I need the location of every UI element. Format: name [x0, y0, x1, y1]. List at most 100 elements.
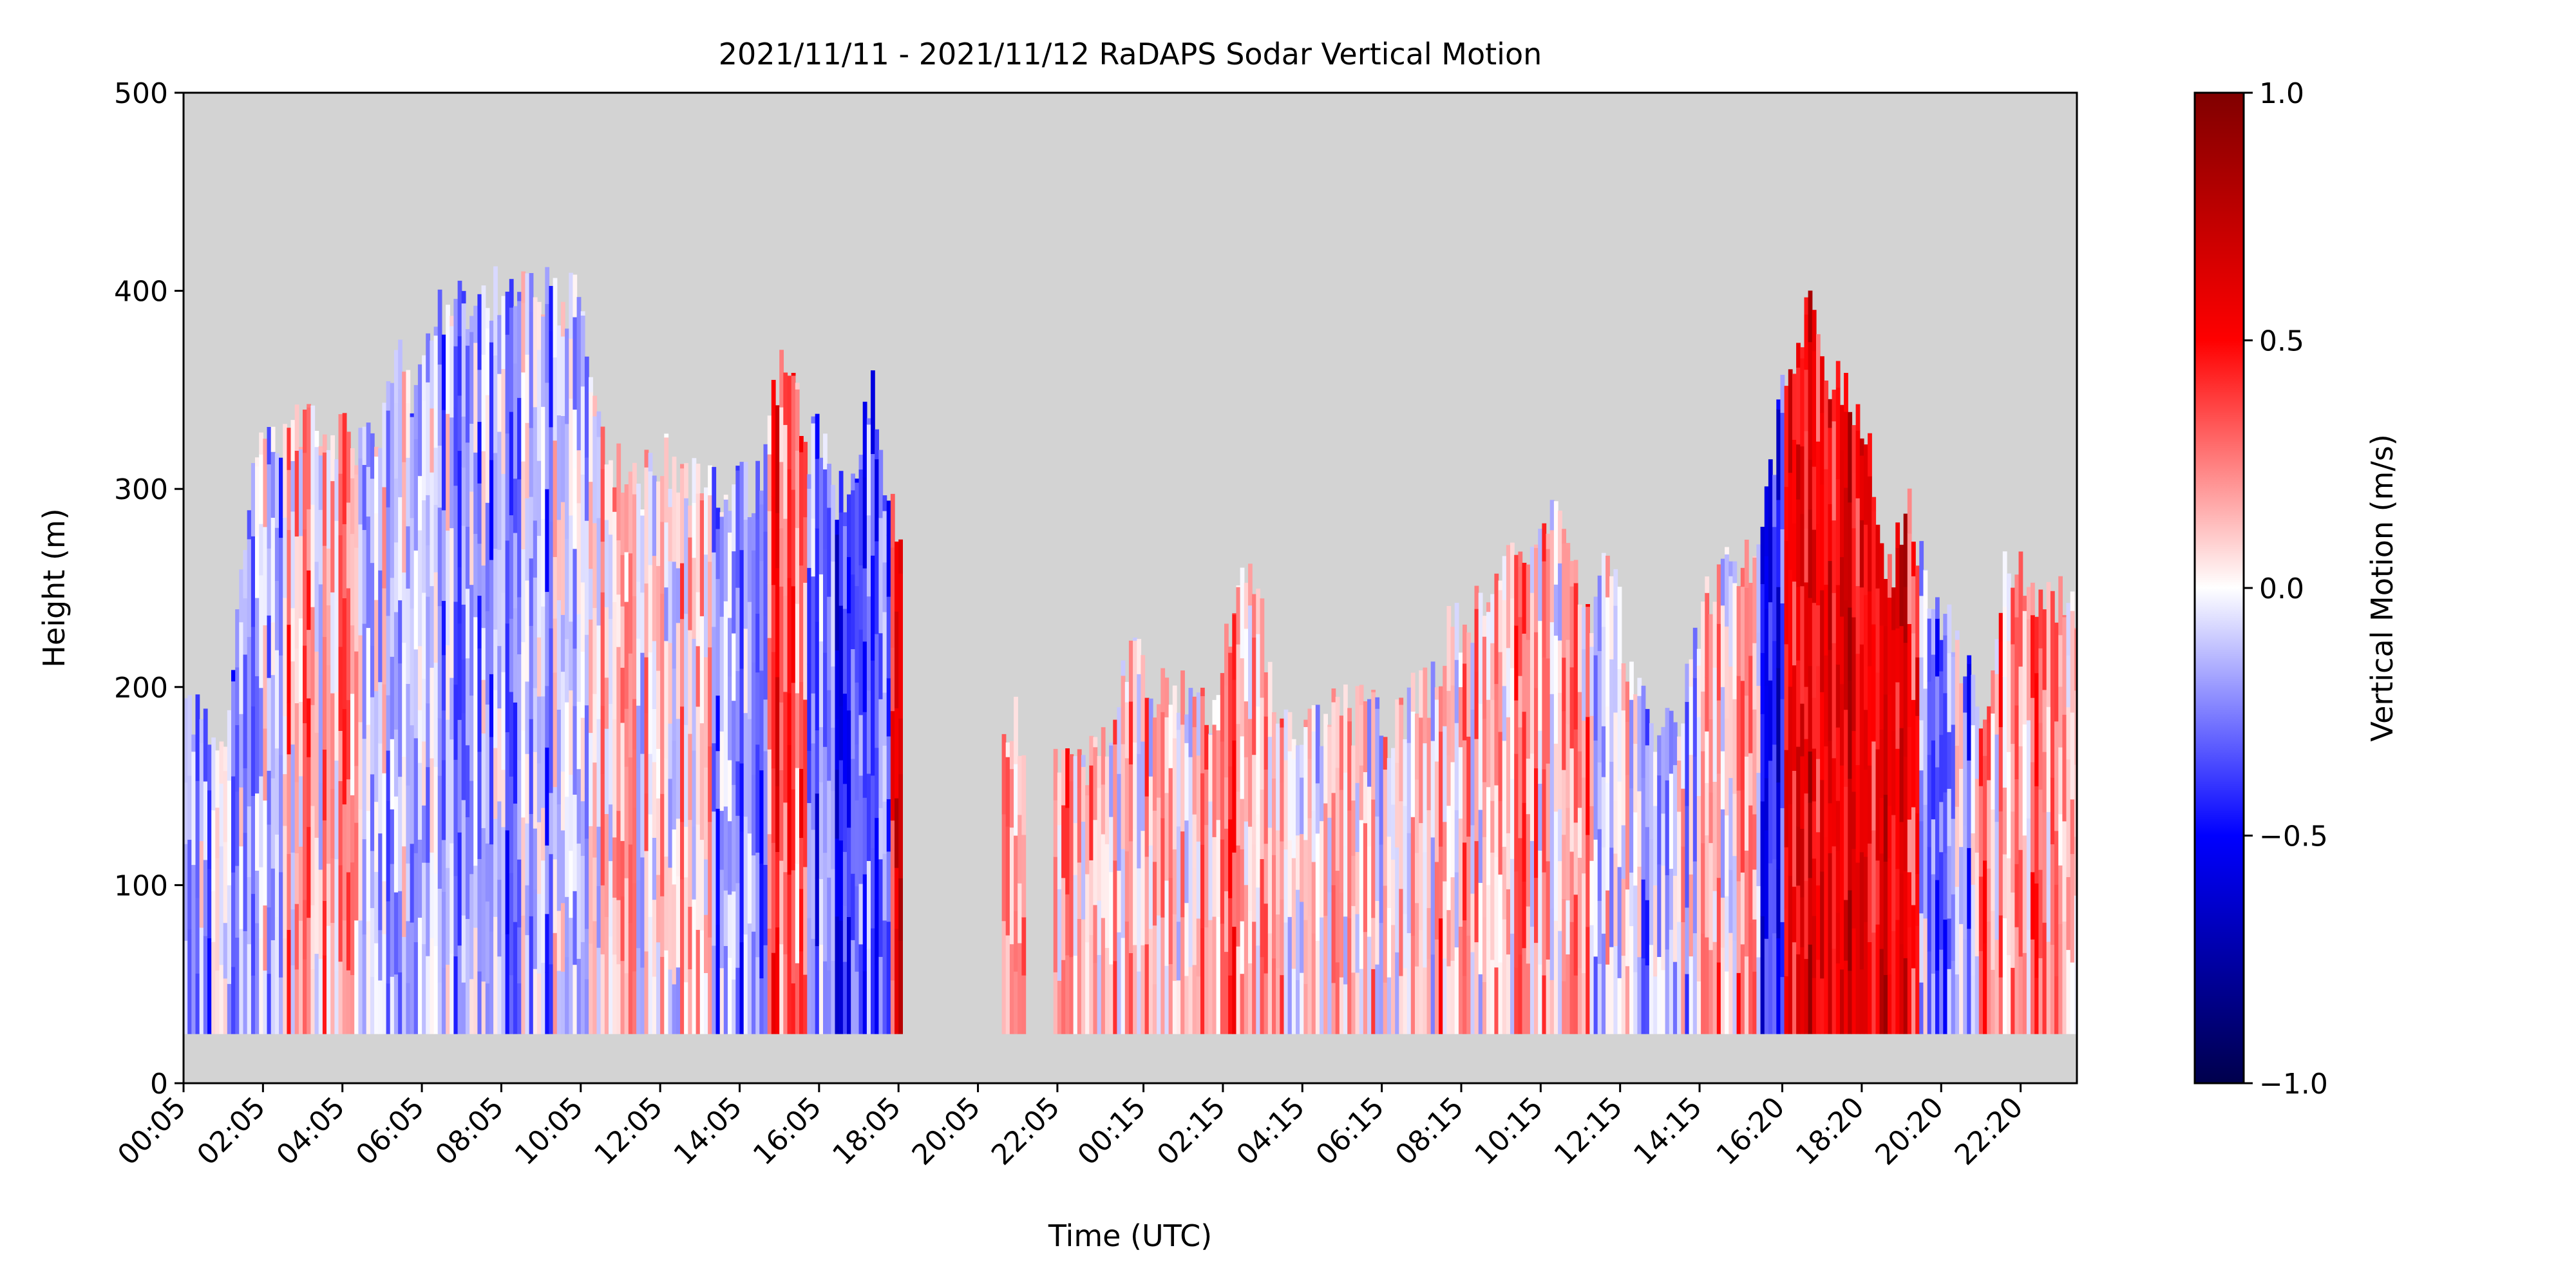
heatmap-cell [1907, 726, 1912, 820]
heatmap-cell [783, 372, 788, 425]
heatmap-cell [851, 574, 855, 649]
heatmap-cell [283, 773, 287, 826]
heatmap-cell [648, 471, 653, 565]
heatmap-cell [1137, 867, 1142, 972]
heatmap-cell [656, 748, 661, 799]
heatmap-cell [1176, 729, 1181, 827]
heatmap-cell [1796, 444, 1801, 500]
heatmap-cell [446, 413, 450, 531]
heatmap-cell [251, 626, 256, 706]
heatmap-cell [1943, 853, 1948, 920]
heatmap-cell [1482, 636, 1487, 719]
heatmap-cell [1955, 745, 1960, 807]
heatmap-cell [1796, 586, 1801, 661]
heatmap-cell [493, 452, 498, 549]
heatmap-cell [680, 878, 685, 951]
heatmap-cell [771, 379, 776, 497]
heatmap-cell [556, 519, 562, 600]
heatmap-cell [1109, 817, 1113, 873]
heatmap-cell [1558, 692, 1562, 810]
heatmap-cell [239, 714, 244, 788]
heatmap-cell [811, 743, 816, 830]
heatmap-cell [450, 677, 454, 740]
heatmap-cell [1553, 635, 1558, 744]
heatmap-cell [307, 570, 311, 630]
heatmap-cell [1764, 608, 1769, 686]
heatmap-cell [279, 754, 283, 873]
heatmap-cell [298, 920, 303, 1034]
heatmap-cell [1895, 547, 1900, 629]
heatmap-cell [410, 724, 415, 844]
heatmap-cell [600, 541, 605, 592]
heatmap-cell [1300, 777, 1304, 835]
heatmap-cell [1244, 757, 1249, 822]
heatmap-cell [775, 676, 780, 786]
heatmap-cell [1164, 677, 1170, 717]
heatmap-cell [493, 355, 498, 453]
heatmap-cell [1506, 647, 1511, 717]
heatmap-cell [310, 905, 316, 969]
heatmap-cell [1971, 674, 1976, 726]
heatmap-cell [255, 466, 260, 537]
heatmap-cell [1848, 502, 1853, 608]
heatmap-cell [838, 705, 844, 761]
heatmap-cell [609, 804, 613, 862]
heatmap-cell [1645, 826, 1650, 900]
heatmap-cell [457, 450, 462, 567]
heatmap-cell [481, 828, 486, 922]
heatmap-cell [668, 642, 673, 724]
heatmap-cell [497, 315, 502, 319]
heatmap-cell [481, 679, 486, 734]
heatmap-cell [1816, 831, 1821, 886]
heatmap-cell [632, 808, 637, 884]
heatmap-cell [310, 705, 316, 806]
heatmap-cell [1784, 643, 1789, 750]
heatmap-cell [1672, 722, 1678, 766]
heatmap-cell [457, 280, 462, 337]
heatmap-cell [1709, 949, 1714, 1034]
heatmap-cell [1927, 754, 1932, 848]
heatmap-cell [509, 776, 514, 873]
heatmap-cell [1784, 486, 1789, 542]
heatmap-cell [402, 642, 406, 757]
heatmap-cell [1542, 523, 1547, 562]
heatmap-cell [895, 611, 899, 708]
heatmap-cell [1975, 852, 1980, 956]
heatmap-cell [330, 788, 335, 858]
heatmap-cell [346, 431, 351, 503]
heatmap-cell [481, 565, 486, 629]
heatmap-cell [1133, 638, 1137, 641]
heatmap-cell [1458, 926, 1463, 1034]
heatmap-cell [481, 451, 486, 566]
heatmap-cell [1796, 659, 1801, 747]
heatmap-cell [1053, 972, 1058, 1034]
heatmap-cell [433, 572, 439, 663]
heatmap-cell [1859, 520, 1864, 588]
heatmap-cell [1768, 936, 1773, 1034]
heatmap-cell [1780, 976, 1785, 1034]
heatmap-cell [898, 662, 903, 719]
heatmap-cell [1252, 594, 1256, 638]
heatmap-cell [307, 826, 311, 918]
heatmap-cell [1113, 960, 1118, 1034]
heatmap-cell [1204, 724, 1209, 770]
heatmap-cell [1772, 475, 1777, 527]
heatmap-cell [592, 694, 598, 763]
heatmap-cell [549, 853, 554, 965]
heatmap-cell [322, 636, 327, 750]
heatmap-cell [453, 956, 459, 1034]
heatmap-cell [1371, 917, 1376, 969]
heatmap-cell [732, 551, 736, 634]
heatmap-cell [203, 708, 208, 782]
heatmap-cell [882, 611, 887, 693]
heatmap-cell [461, 604, 466, 660]
heatmap-cell [2038, 722, 2043, 790]
heatmap-cell [525, 498, 530, 581]
heatmap-cell [195, 973, 200, 1034]
heatmap-cell [1264, 903, 1269, 974]
heatmap-cell [807, 802, 812, 918]
heatmap-cell [1224, 951, 1229, 1034]
heatmap-cell [1705, 677, 1710, 732]
heatmap-cell [1657, 864, 1662, 957]
heatmap-cell [803, 442, 808, 518]
